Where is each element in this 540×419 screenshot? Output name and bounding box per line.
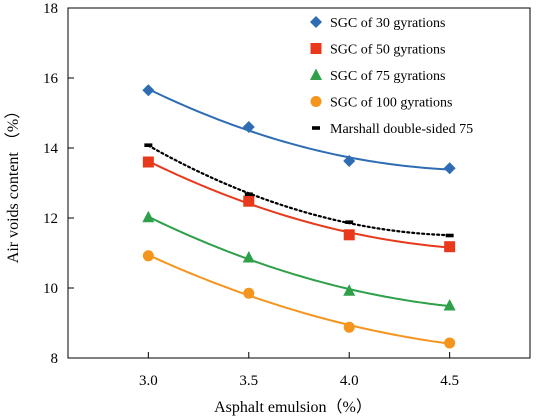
data-point-4-1 — [244, 192, 253, 196]
data-point-4-3 — [445, 233, 454, 238]
x-tick-label: 4.5 — [440, 373, 459, 389]
data-point-4-0 — [144, 143, 153, 147]
y-tick-label: 10 — [43, 281, 58, 297]
y-tick-label: 12 — [43, 211, 58, 227]
data-point-1-3 — [444, 241, 456, 253]
series-line-0 — [147, 88, 450, 171]
legend-marker-4 — [312, 126, 320, 130]
legend-marker-3 — [310, 96, 322, 107]
y-tick-label: 18 — [43, 1, 58, 17]
data-point-0-3 — [443, 162, 456, 175]
x-tick-label: 4.0 — [340, 373, 359, 389]
series-line-4 — [147, 144, 451, 237]
data-point-1-1 — [243, 195, 255, 207]
data-point-0-0 — [142, 84, 155, 97]
legend-label-1: SGC of 50 gyrations — [330, 43, 446, 58]
legend-label-4: Marshall double-sided 75 — [330, 122, 473, 137]
legend-marker-1 — [310, 43, 322, 54]
legend-label-3: SGC of 100 gyrations — [330, 96, 453, 111]
data-point-2-1 — [242, 251, 255, 263]
data-point-2-2 — [343, 284, 356, 296]
y-axis-title: Air voids content （%） — [4, 103, 22, 263]
x-tick-label: 3.5 — [239, 373, 258, 389]
data-point-2-3 — [443, 299, 456, 311]
data-point-3-2 — [343, 321, 355, 333]
legend-marker-0 — [310, 16, 322, 28]
data-point-2-0 — [142, 210, 155, 223]
y-tick-label: 16 — [43, 71, 59, 87]
series-line-3 — [147, 254, 450, 345]
data-point-4-2 — [345, 220, 354, 224]
plot-frame — [67, 7, 531, 359]
series-line-1 — [147, 160, 450, 249]
data-point-3-0 — [142, 250, 154, 262]
data-point-1-0 — [142, 156, 154, 168]
y-tick-label: 14 — [43, 141, 59, 157]
data-point-1-2 — [343, 229, 355, 241]
x-axis-title: Asphalt emulsion（%） — [214, 398, 372, 416]
data-point-3-1 — [243, 287, 255, 299]
data-point-0-1 — [242, 121, 255, 133]
legend-marker-2 — [310, 68, 322, 80]
x-tick-label: 3.0 — [139, 373, 158, 389]
legend-label-2: SGC of 75 gyrations — [330, 69, 446, 84]
data-point-3-3 — [444, 337, 456, 349]
y-tick-label: 8 — [51, 351, 59, 367]
data-point-0-2 — [343, 154, 356, 167]
series-line-2 — [147, 215, 450, 308]
legend-label-0: SGC of 30 gyrations — [330, 16, 446, 31]
